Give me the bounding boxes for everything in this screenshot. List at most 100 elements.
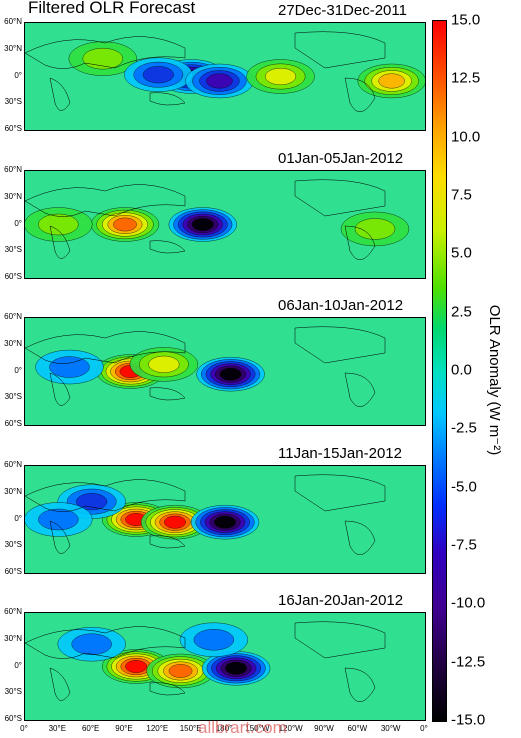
lat-label: 30°S <box>4 245 22 255</box>
coastline <box>294 326 386 364</box>
olr-anomaly-contour <box>142 66 174 84</box>
lat-label: 30°N <box>4 338 22 348</box>
colorbar-tick: -7.5 <box>451 536 477 554</box>
lat-label: 30°S <box>4 392 22 402</box>
olr-anomaly-contour <box>225 661 247 675</box>
coastline <box>49 77 71 111</box>
olr-anomaly-contour <box>206 73 233 89</box>
olr-anomaly-contour <box>148 355 180 373</box>
olr-anomaly-contour <box>49 356 90 378</box>
lon-label: 30°W <box>380 724 401 733</box>
panel-date-4: 16Jan-20Jan-2012 <box>278 592 404 609</box>
colorbar <box>432 20 447 722</box>
coastline <box>49 667 71 701</box>
olr-anomaly-contour <box>82 47 123 70</box>
lon-label: 120°W <box>278 724 303 733</box>
olr-map <box>25 613 425 720</box>
olr-anomaly-contour <box>265 67 297 86</box>
olr-map <box>25 23 425 130</box>
lat-label: 30°N <box>4 633 22 643</box>
colorbar-tick: -10.0 <box>451 594 486 612</box>
lon-label: 60°E <box>81 724 100 733</box>
map-panel-1 <box>24 170 426 279</box>
olr-anomaly-contour <box>378 73 405 89</box>
olr-anomaly-contour <box>113 217 137 232</box>
lon-label: 150°W <box>245 724 270 733</box>
colorbar-tick: 5.0 <box>451 244 472 262</box>
olr-anomaly-contour <box>76 493 108 511</box>
coastline <box>294 31 386 69</box>
coastline <box>344 77 376 112</box>
panel-date-3: 11Jan-15Jan-2012 <box>278 445 402 462</box>
olr-anomaly-contour <box>191 218 214 231</box>
lat-label: 0° <box>14 218 22 228</box>
colorbar-tick: -2.5 <box>451 419 477 437</box>
lat-label: 30°S <box>4 540 22 550</box>
coastline <box>25 331 186 364</box>
colorbar-tick: 7.5 <box>451 186 472 204</box>
coastline <box>149 92 186 106</box>
lat-label: 0° <box>14 365 22 375</box>
lat-label: 60°N <box>4 165 22 174</box>
map-panel-3 <box>24 465 426 574</box>
olr-anomaly-contour <box>125 660 147 673</box>
coastline <box>344 667 376 702</box>
lat-label: 60°S <box>4 567 22 576</box>
map-panel-4 <box>24 612 426 721</box>
colorbar-label: OLR Anomaly (W m⁻²) <box>486 304 503 456</box>
lon-label: 90°W <box>314 724 334 733</box>
coastline <box>344 520 376 555</box>
olr-anomaly-contour <box>71 633 112 655</box>
coastline <box>149 535 186 549</box>
olr-anomaly-contour <box>354 218 396 240</box>
longitude-axis: 0° 30°E 60°E 90°E 120°E 150°E 180° 150°W 120°W 90… <box>0 724 521 734</box>
olr-map <box>25 466 425 573</box>
olr-anomaly-contour <box>164 515 186 529</box>
colorbar-tick: -12.5 <box>451 653 486 671</box>
lat-label: 0° <box>14 70 22 80</box>
coastline <box>25 479 186 512</box>
coastline <box>294 621 386 659</box>
lat-label: 60°N <box>4 312 22 321</box>
coastline <box>49 520 71 554</box>
olr-anomaly-contour <box>38 213 79 236</box>
lat-label: 60°S <box>4 124 22 133</box>
coastline <box>149 682 186 696</box>
lon-label: 30°E <box>48 724 67 733</box>
lat-label: 30°S <box>4 97 22 107</box>
coastline <box>49 372 71 406</box>
panel-date-0: 27Dec-31Dec-2011 <box>278 2 407 19</box>
colorbar-tick: 10.0 <box>451 128 481 146</box>
olr-anomaly-contour <box>38 508 79 531</box>
lon-label: 150°E <box>179 724 202 733</box>
lat-label: 30°S <box>4 687 22 697</box>
panel-date-1: 01Jan-05Jan-2012 <box>278 150 404 167</box>
lat-label: 30°N <box>4 486 22 496</box>
coastline <box>294 474 386 512</box>
coastline <box>25 626 186 659</box>
olr-anomaly-contour <box>214 515 236 529</box>
lat-label: 30°N <box>4 191 22 201</box>
lon-label: 180° <box>215 724 233 733</box>
lon-label: 0° <box>420 724 428 733</box>
lat-label: 0° <box>14 513 22 523</box>
lat-label: 60°S <box>4 419 22 428</box>
olr-anomaly-contour <box>219 367 242 381</box>
lat-label: 0° <box>14 660 22 670</box>
lat-label: 60°N <box>4 460 22 469</box>
coastline <box>25 36 186 69</box>
colorbar-tick: 2.5 <box>451 303 472 321</box>
olr-map <box>25 318 425 425</box>
lat-label: 60°S <box>4 714 22 723</box>
coastline <box>149 240 186 254</box>
coastline <box>25 184 186 217</box>
olr-anomaly-contour <box>193 629 235 651</box>
lat-label: 60°N <box>4 17 22 26</box>
colorbar-tick: 12.5 <box>451 69 481 87</box>
lon-label: 0° <box>20 724 28 733</box>
lon-label: 120°E <box>146 724 169 733</box>
lon-label: 60°W <box>347 724 368 733</box>
page-title: Filtered OLR Forecast <box>28 0 196 17</box>
olr-map <box>25 171 425 278</box>
colorbar-tick: 0.0 <box>451 361 472 379</box>
